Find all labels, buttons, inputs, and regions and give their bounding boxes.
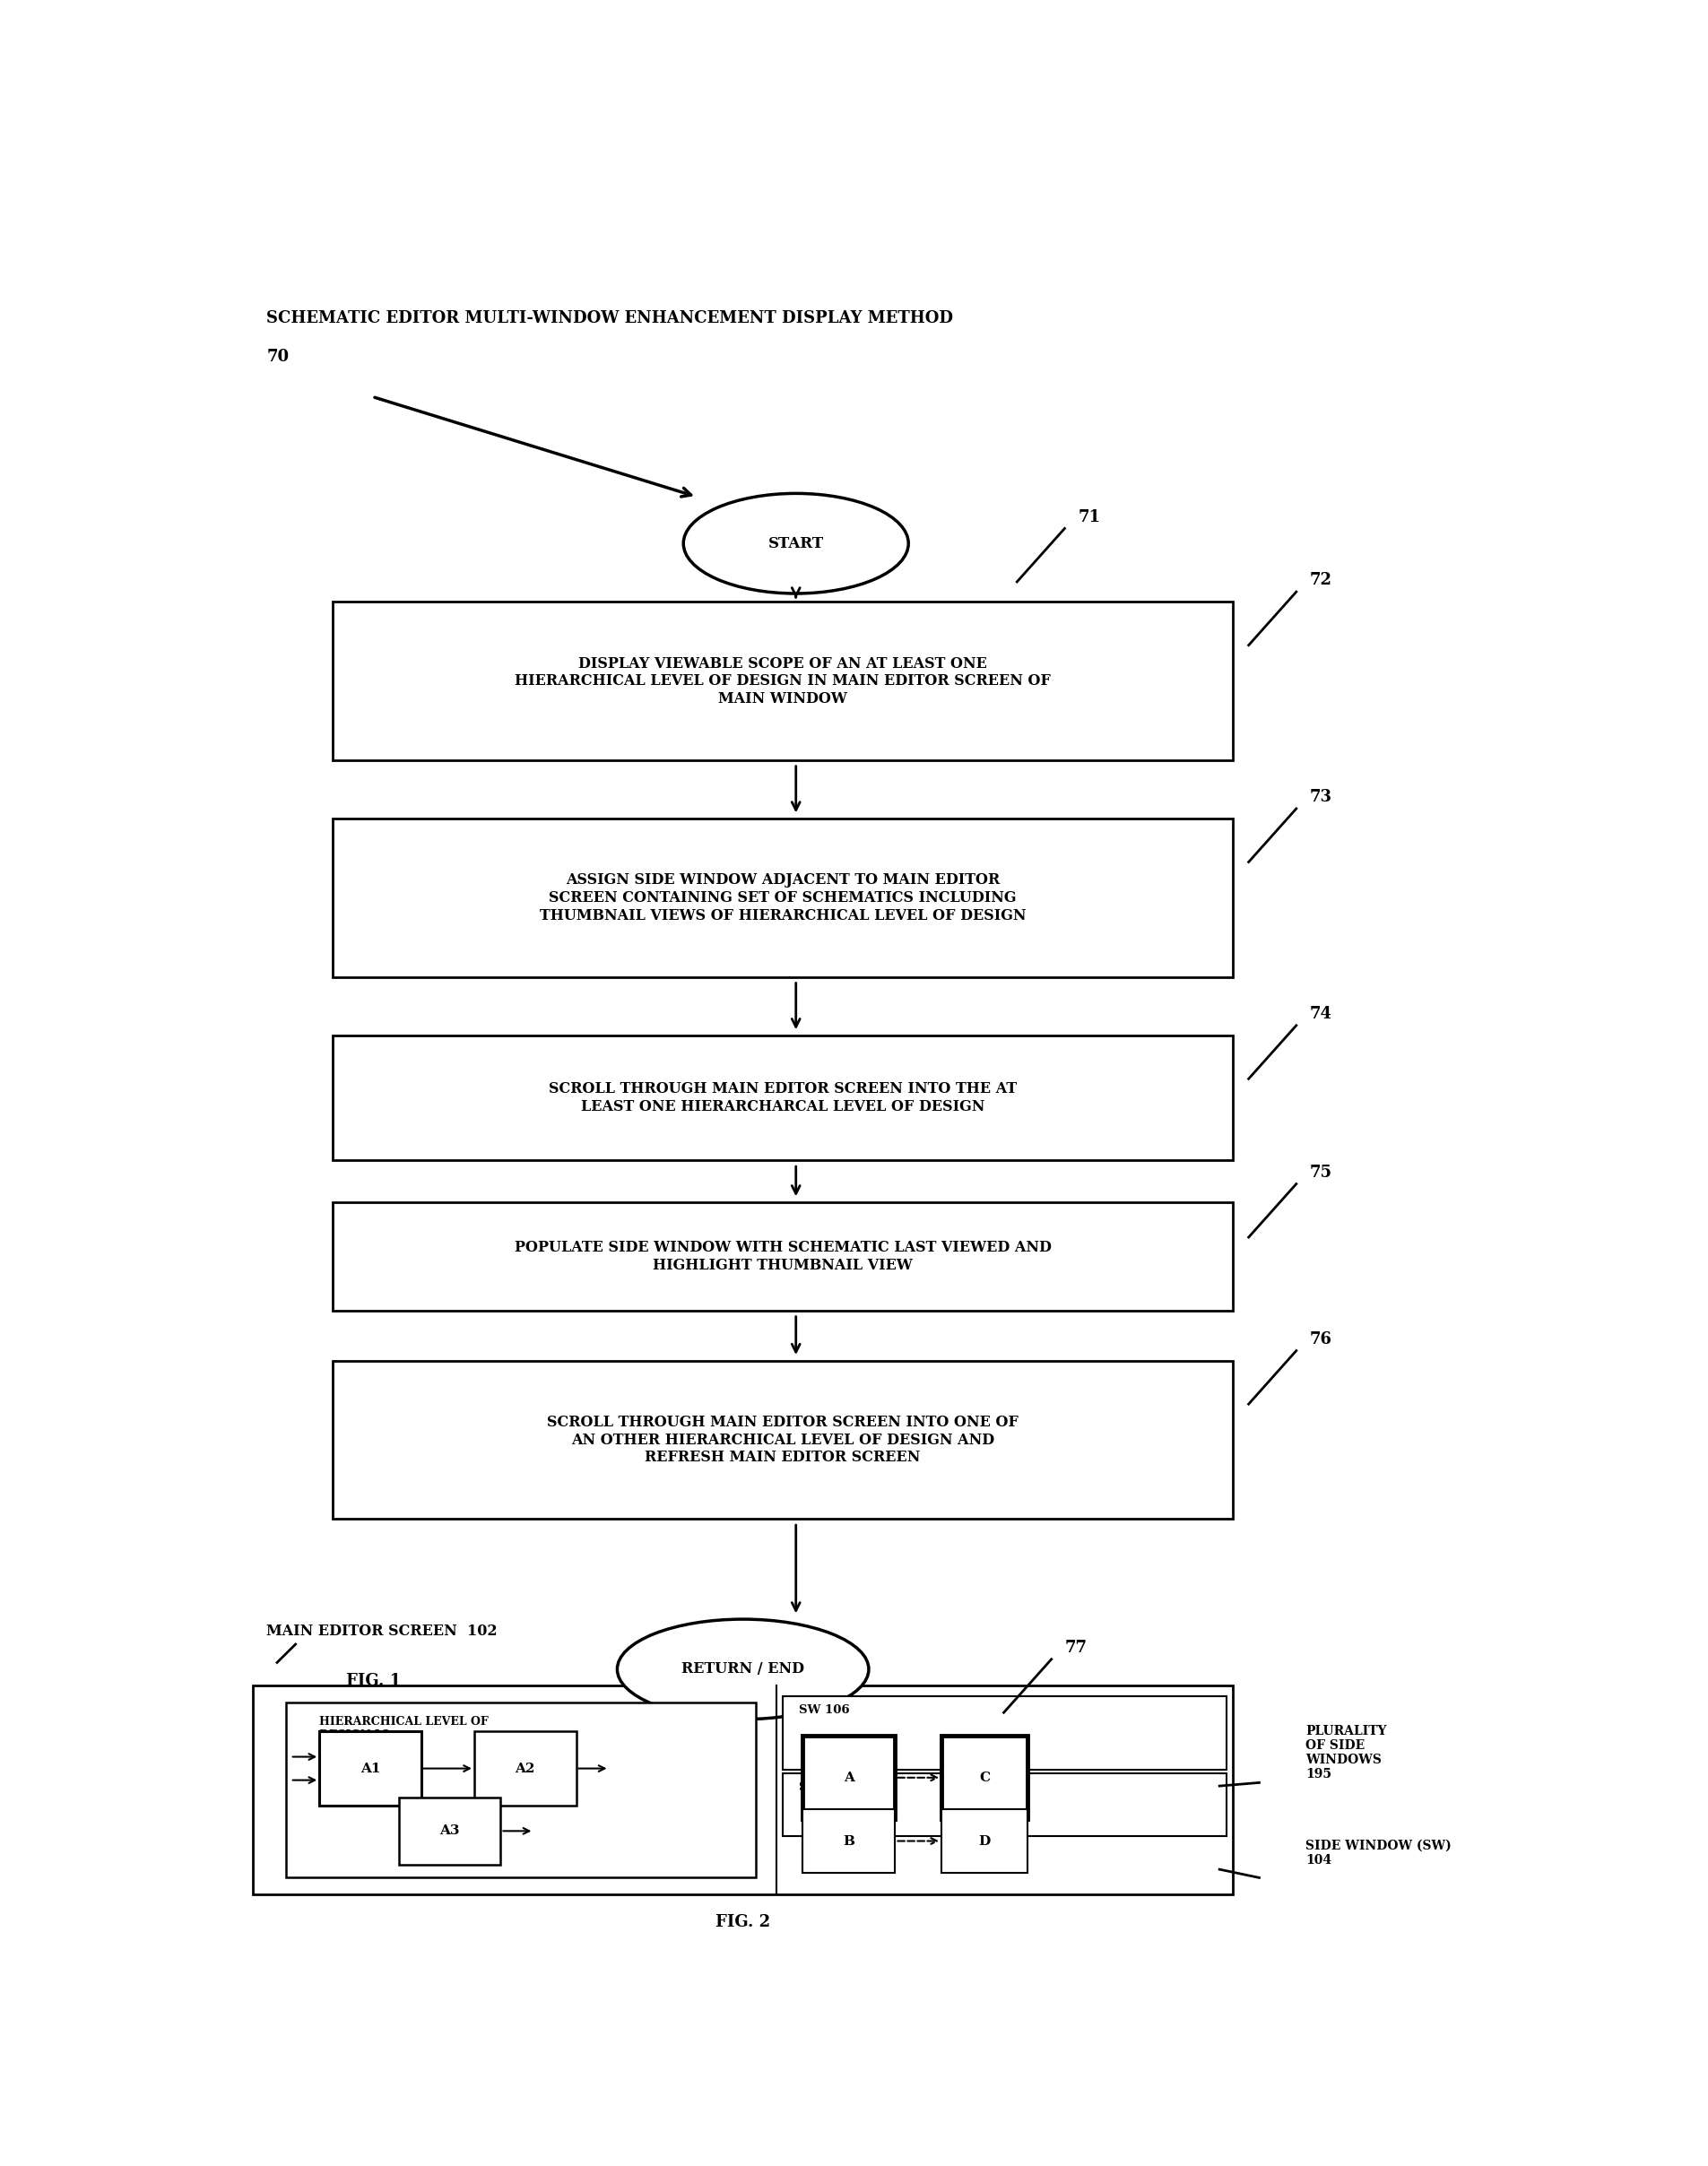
- Text: 76: 76: [1310, 1332, 1332, 1347]
- FancyBboxPatch shape: [333, 1035, 1233, 1161]
- Text: ASSIGN SIDE WINDOW ADJACENT TO MAIN EDITOR
SCREEN CONTAINING SET OF SCHEMATICS I: ASSIGN SIDE WINDOW ADJACENT TO MAIN EDIT…: [540, 873, 1027, 923]
- FancyBboxPatch shape: [333, 602, 1233, 760]
- FancyBboxPatch shape: [803, 1809, 895, 1874]
- Text: 75: 75: [1310, 1165, 1332, 1180]
- Text: A2: A2: [516, 1763, 535, 1774]
- Text: B: B: [844, 1835, 854, 1848]
- FancyBboxPatch shape: [782, 1774, 1226, 1837]
- Text: FIG. 2: FIG. 2: [716, 1915, 770, 1930]
- Text: SW 105: SW 105: [799, 1783, 849, 1793]
- Text: POPULATE SIDE WINDOW WITH SCHEMATIC LAST VIEWED AND
HIGHLIGHT THUMBNAIL VIEW: POPULATE SIDE WINDOW WITH SCHEMATIC LAST…: [514, 1241, 1050, 1274]
- FancyBboxPatch shape: [253, 1685, 1233, 1895]
- Text: PLURALITY
OF SIDE
WINDOWS
195: PLURALITY OF SIDE WINDOWS 195: [1305, 1724, 1387, 1780]
- FancyBboxPatch shape: [803, 1735, 895, 1819]
- Text: A: A: [844, 1772, 854, 1785]
- Text: 72: 72: [1310, 572, 1332, 589]
- Text: 77: 77: [1064, 1640, 1086, 1655]
- Text: SIDE WINDOW (SW)
104: SIDE WINDOW (SW) 104: [1305, 1839, 1452, 1867]
- Text: C: C: [979, 1772, 991, 1785]
- Text: 70: 70: [266, 349, 289, 364]
- Text: 74: 74: [1310, 1005, 1332, 1022]
- Text: 71: 71: [1078, 509, 1100, 524]
- Text: RETURN / END: RETURN / END: [681, 1661, 804, 1676]
- Text: 73: 73: [1310, 788, 1332, 806]
- FancyBboxPatch shape: [941, 1809, 1028, 1874]
- FancyBboxPatch shape: [941, 1735, 1028, 1819]
- Text: A1: A1: [360, 1763, 381, 1774]
- FancyBboxPatch shape: [333, 819, 1233, 977]
- Text: HIERARCHICAL LEVEL OF
DESIGN L2: HIERARCHICAL LEVEL OF DESIGN L2: [319, 1715, 488, 1741]
- Text: MAIN EDITOR SCREEN  102: MAIN EDITOR SCREEN 102: [266, 1624, 497, 1640]
- FancyBboxPatch shape: [333, 1360, 1233, 1518]
- FancyBboxPatch shape: [475, 1731, 576, 1806]
- Text: FIG. 1: FIG. 1: [345, 1672, 401, 1689]
- Text: SW 106: SW 106: [799, 1705, 849, 1715]
- Text: SCHEMATIC EDITOR MULTI-WINDOW ENHANCEMENT DISPLAY METHOD: SCHEMATIC EDITOR MULTI-WINDOW ENHANCEMEN…: [266, 310, 953, 327]
- Text: START: START: [769, 535, 823, 550]
- Text: DISPLAY VIEWABLE SCOPE OF AN AT LEAST ONE
HIERARCHICAL LEVEL OF DESIGN IN MAIN E: DISPLAY VIEWABLE SCOPE OF AN AT LEAST ON…: [514, 656, 1050, 706]
- FancyBboxPatch shape: [782, 1696, 1226, 1770]
- FancyBboxPatch shape: [319, 1731, 422, 1806]
- Text: A3: A3: [439, 1824, 459, 1837]
- FancyBboxPatch shape: [398, 1798, 500, 1865]
- Ellipse shape: [617, 1620, 869, 1720]
- Ellipse shape: [683, 494, 909, 593]
- Text: D: D: [979, 1835, 991, 1848]
- Text: SCROLL THROUGH MAIN EDITOR SCREEN INTO ONE OF
AN OTHER HIERARCHICAL LEVEL OF DES: SCROLL THROUGH MAIN EDITOR SCREEN INTO O…: [547, 1414, 1018, 1464]
- Text: SCROLL THROUGH MAIN EDITOR SCREEN INTO THE AT
LEAST ONE HIERARCHARCAL LEVEL OF D: SCROLL THROUGH MAIN EDITOR SCREEN INTO T…: [548, 1081, 1016, 1113]
- FancyBboxPatch shape: [287, 1702, 757, 1878]
- FancyBboxPatch shape: [333, 1202, 1233, 1310]
